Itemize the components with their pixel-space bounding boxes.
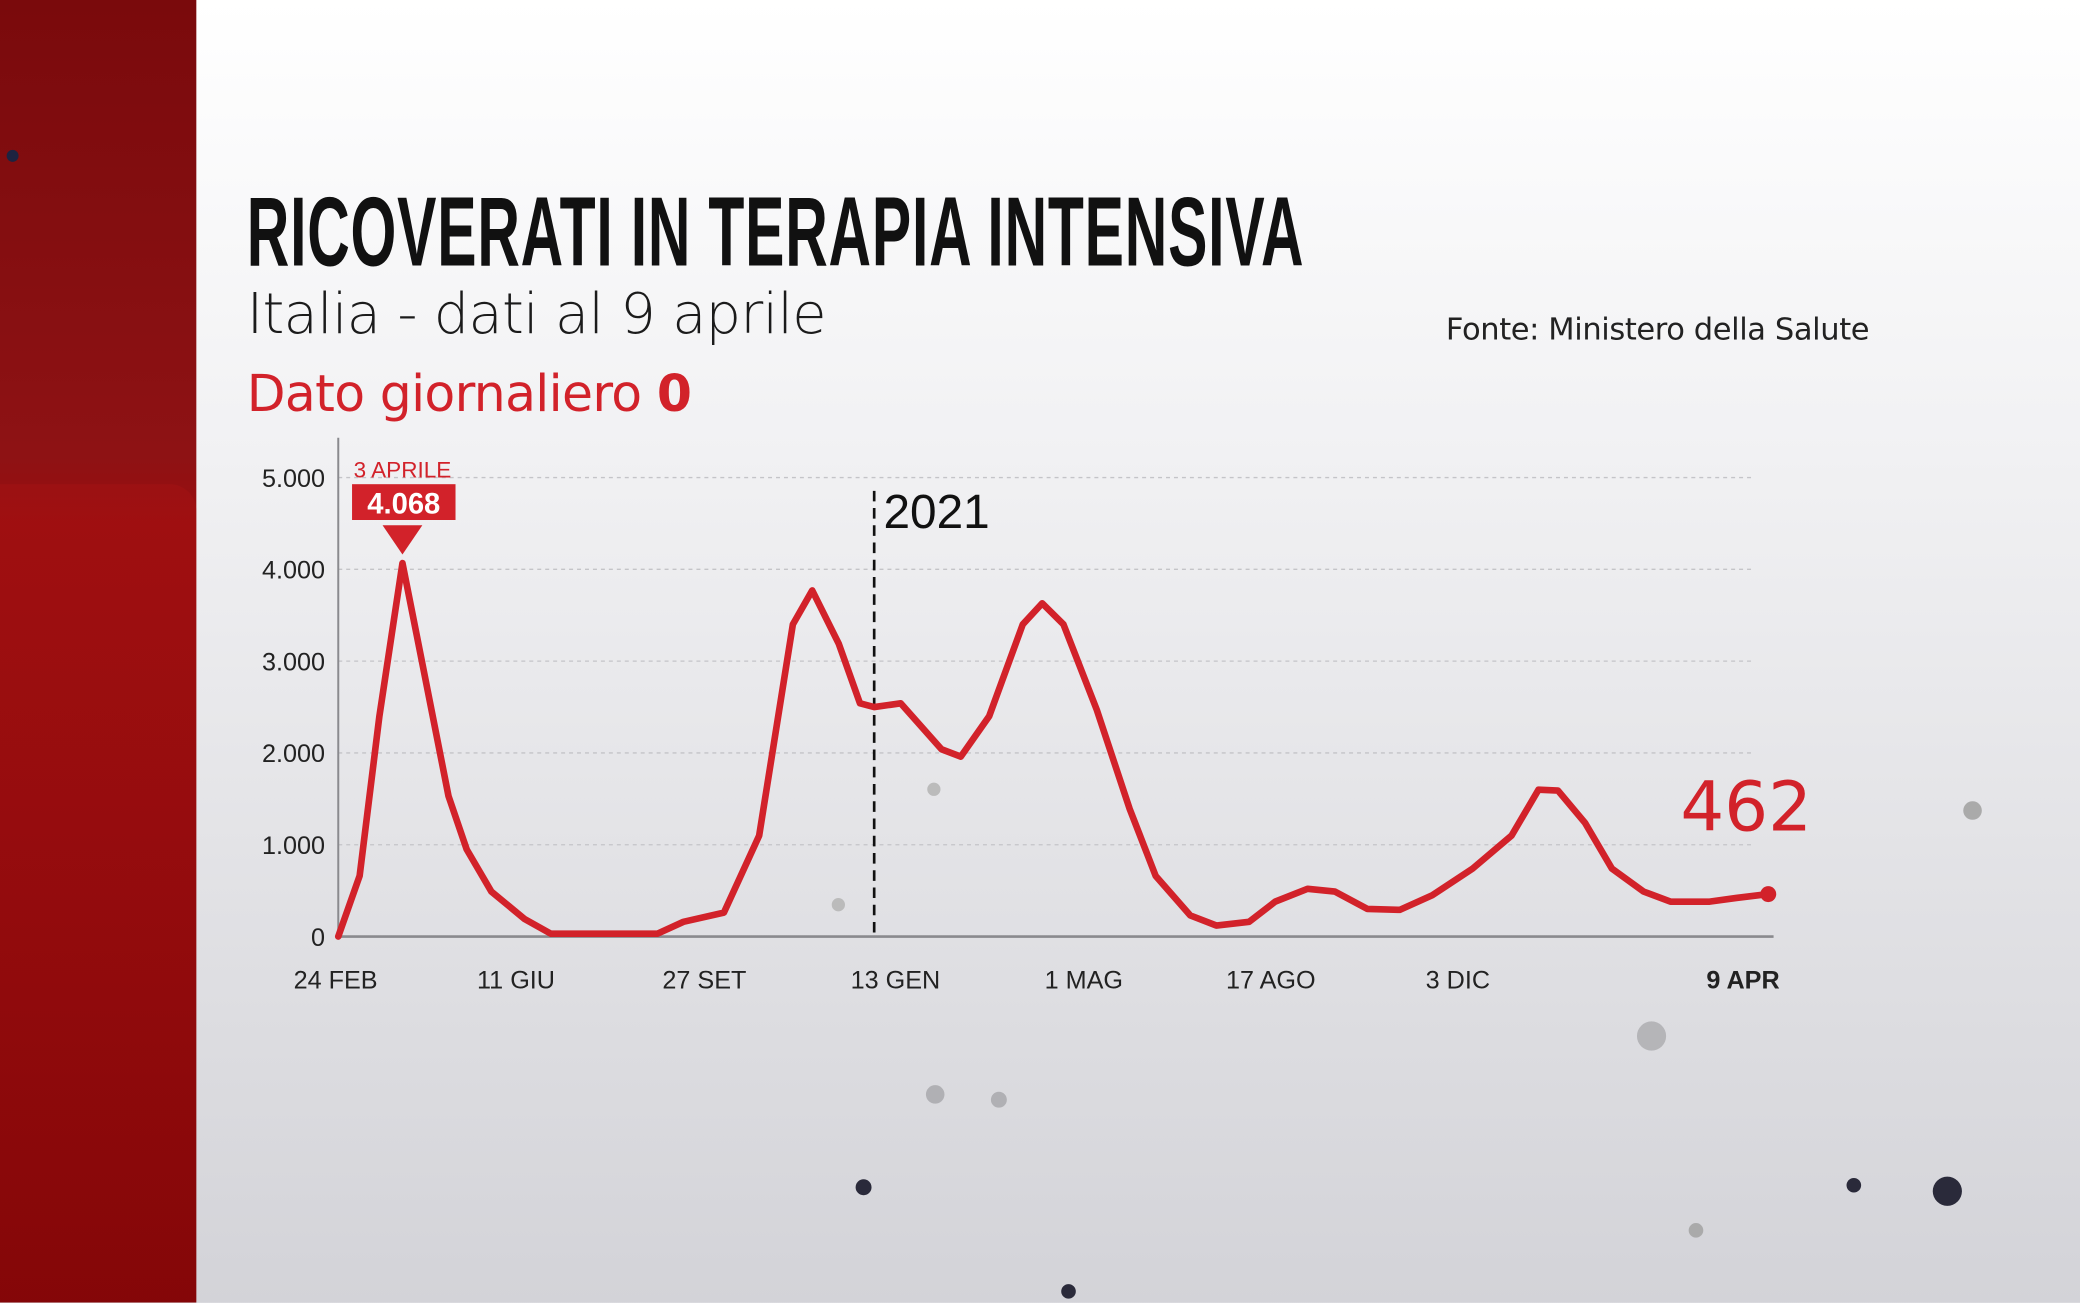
y-tick-label: 5.000 [262,465,325,493]
y-tick-label: 1.000 [262,832,325,860]
x-tick-label: 24 FEB [294,966,378,994]
last-value-label: 462 [1680,767,1812,847]
x-tick-label: 3 DIC [1426,966,1490,994]
x-tick-label: 11 GIU [477,966,555,994]
peak-date-label: 3 APRILE [354,458,452,483]
x-tick-label: 9 APR [1706,966,1779,994]
x-tick-label: 13 GEN [851,966,941,994]
y-tick-label: 0 [311,924,325,952]
peak-value-label: 4.068 [367,488,440,520]
y-tick-label: 3.000 [262,648,325,676]
x-tick-label: 27 SET [662,966,746,994]
series-line [338,563,1768,936]
x-tick-label: 1 MAG [1045,966,1123,994]
y-tick-label: 4.000 [262,557,325,585]
y-tick-label: 2.000 [262,740,325,768]
year-label: 2021 [883,486,989,539]
last-point-marker [1760,886,1776,902]
x-tick-label: 17 AGO [1226,966,1316,994]
peak-arrow-icon [383,525,423,554]
